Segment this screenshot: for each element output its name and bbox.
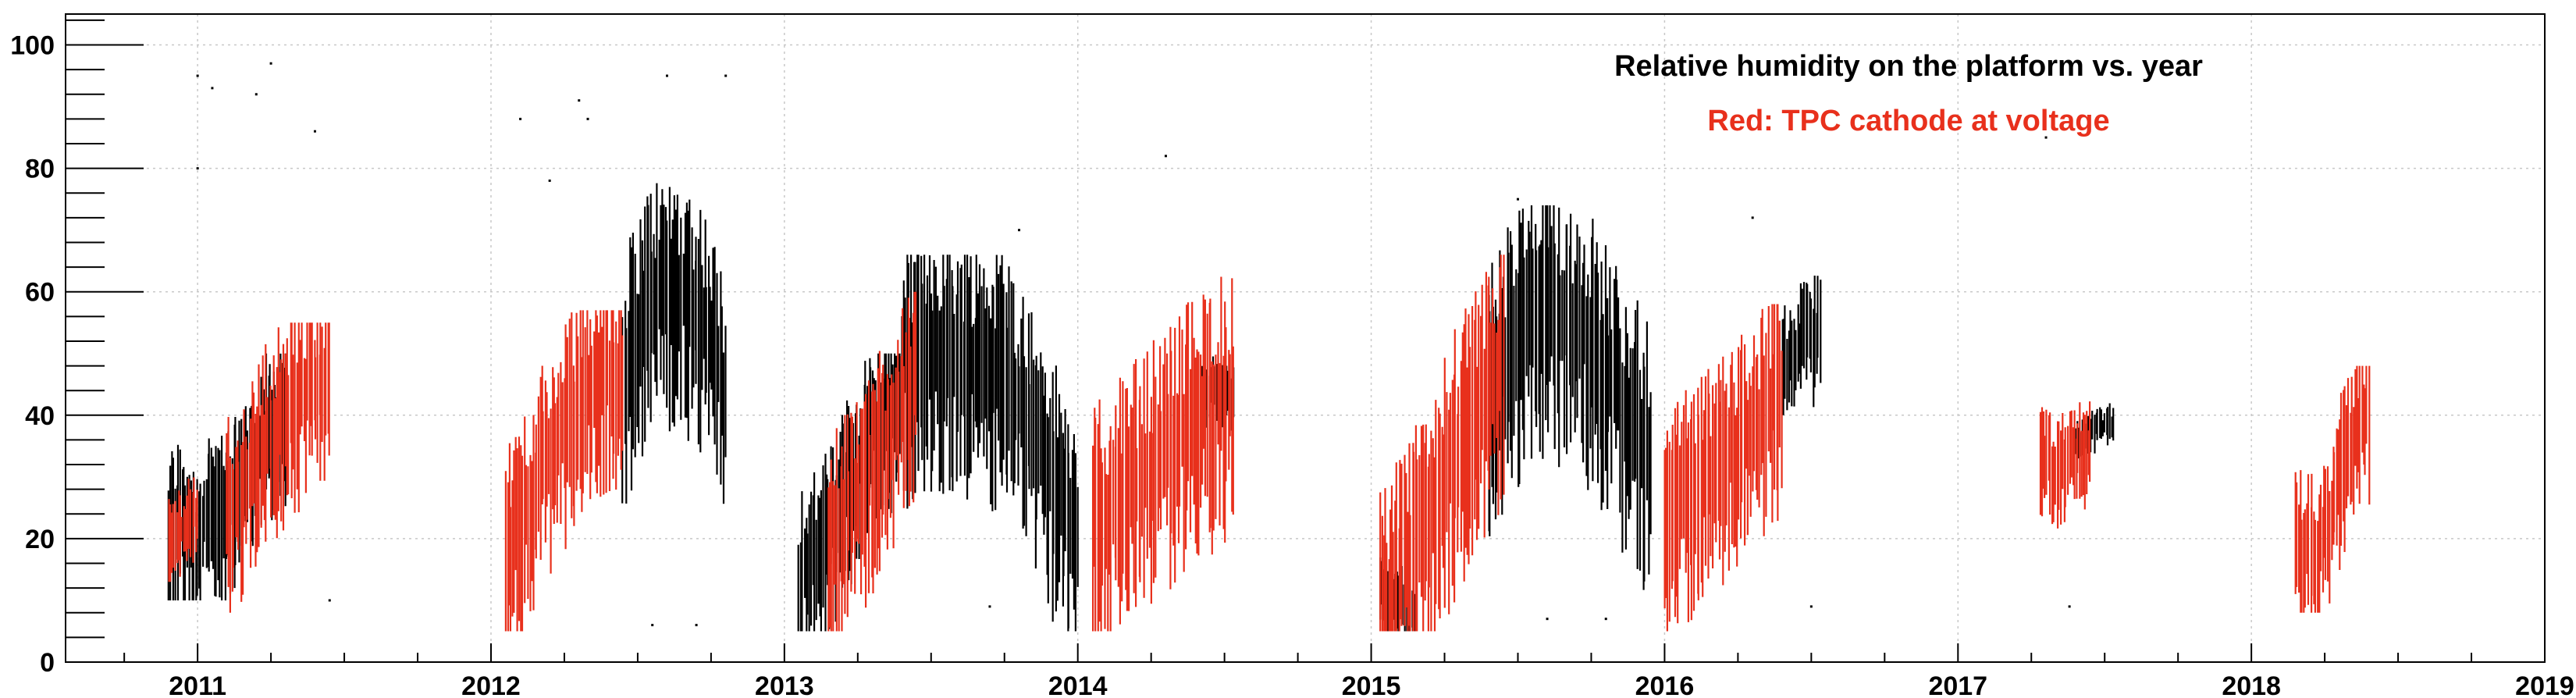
y-tick-label: 80 (25, 155, 55, 184)
outlier-point (666, 74, 669, 77)
outlier-point (1018, 229, 1021, 232)
x-tick-label: 2014 (1048, 671, 1108, 698)
x-tick-label: 2015 (1342, 671, 1401, 698)
outlier-point (651, 624, 654, 627)
outlier-points (196, 62, 2071, 627)
y-tick-label: 20 (25, 525, 55, 554)
outlier-point (196, 74, 199, 77)
x-tick-label: 2016 (1635, 671, 1695, 698)
data-strokes (504, 310, 624, 632)
data-strokes (1379, 255, 1505, 632)
data-strokes (1663, 304, 1783, 632)
outlier-point (313, 130, 316, 133)
outlier-point (1546, 618, 1549, 621)
outlier-point (1604, 618, 1607, 621)
outlier-point (2068, 605, 2071, 608)
y-tick-label: 100 (10, 31, 55, 61)
data-strokes (168, 477, 198, 582)
plot-frame (65, 13, 2546, 663)
data-strokes (827, 291, 917, 632)
chart-subtitle: Red: TPC cathode at voltage (1707, 105, 2109, 137)
outlier-point (548, 179, 551, 182)
data-strokes (621, 183, 727, 504)
outlier-point (196, 167, 199, 170)
data-strokes (1488, 205, 1652, 590)
x-tick-label: 2018 (2222, 671, 2281, 698)
outlier-point (724, 74, 728, 77)
outlier-point (1809, 605, 1813, 608)
y-tick-label: 40 (25, 401, 55, 431)
outlier-point (988, 605, 991, 608)
outlier-point (211, 87, 214, 90)
outlier-point (1751, 216, 1754, 219)
outlier-point (586, 117, 589, 120)
grid-lines (66, 14, 2545, 662)
data-strokes (797, 353, 903, 632)
data-strokes (2039, 401, 2091, 529)
outlier-point (269, 62, 272, 65)
data-strokes (226, 322, 330, 613)
data-strokes (1781, 276, 1822, 415)
data-points (167, 62, 2371, 632)
outlier-point (519, 117, 522, 120)
outlier-point (695, 624, 698, 627)
data-strokes (901, 255, 1079, 632)
outlier-point (1516, 198, 1519, 201)
outlier-point (1164, 155, 1167, 158)
y-tick-label: 60 (25, 278, 55, 308)
x-tick-label: 2019 (2515, 671, 2574, 698)
outlier-point (2044, 136, 2048, 139)
tick-labels: 0 20 40 60 80 100 2011 2012 2013 2014 2015 2016 2017… (10, 31, 2574, 698)
x-tick-label: 2012 (461, 671, 521, 698)
outlier-point (254, 93, 258, 96)
y-tick-label: 0 (40, 648, 55, 678)
x-tick-label: 2013 (755, 671, 814, 698)
red-series (168, 255, 2371, 632)
axes (65, 13, 2546, 663)
chart-title: Relative humidity on the platform vs. ye… (1614, 50, 2203, 83)
outlier-point (578, 99, 581, 102)
data-strokes (2294, 365, 2371, 613)
outlier-point (328, 599, 331, 602)
x-tick-label: 2011 (169, 671, 226, 698)
x-tick-label: 2017 (1928, 671, 1987, 698)
data-strokes (1092, 276, 1234, 632)
